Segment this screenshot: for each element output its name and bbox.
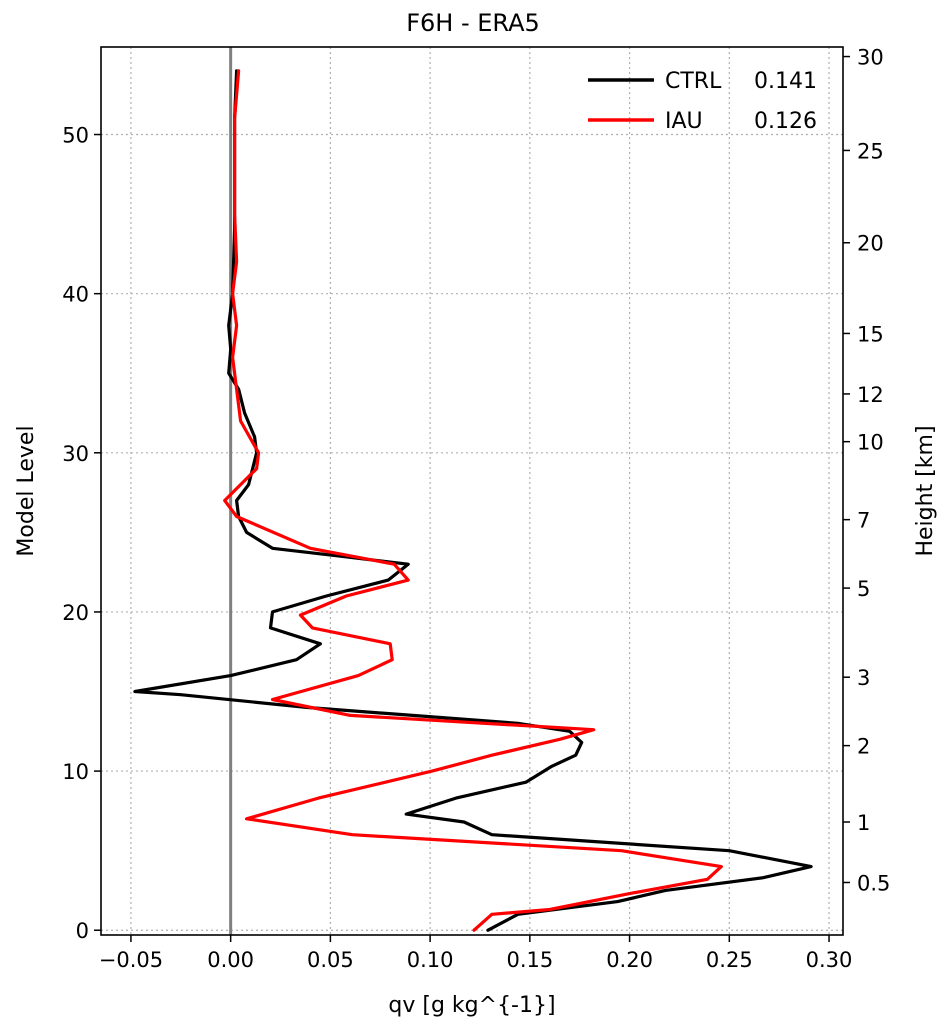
y-axis: 0 10 20 30 40 50 (62, 124, 101, 943)
y2-tick-label: 25 (857, 139, 884, 163)
y2-tick-label: 1 (857, 811, 870, 835)
y-tick-label: 30 (62, 442, 89, 466)
y-tick-label: 20 (62, 601, 89, 625)
legend-score-ctrl: 0.141 (754, 69, 817, 94)
x-tick-label: 0.05 (307, 948, 354, 972)
x-tick-label: −0.05 (99, 948, 163, 972)
x-axis-label: qv [g kg^{-1}] (388, 993, 555, 1018)
x-tick-label: 0.15 (506, 948, 553, 972)
y2-tick-label: 12 (857, 383, 884, 407)
x-tick-label: 0.00 (207, 948, 254, 972)
legend-label-ctrl: CTRL (665, 69, 722, 94)
y-tick-label: 50 (62, 124, 89, 148)
series-line-iau (223, 69, 723, 932)
plot-frame (100, 46, 844, 936)
y2-tick-label: 7 (857, 509, 870, 533)
y-tick-label: 0 (76, 919, 89, 943)
y2-tick-label: 10 (857, 431, 884, 455)
gridlines (101, 47, 843, 935)
legend-score-iau: 0.126 (754, 109, 817, 134)
y2-tick-label: 15 (857, 322, 884, 346)
legend: CTRL 0.141 IAU 0.126 (588, 69, 817, 134)
x-tick-label: 0.30 (806, 948, 853, 972)
x-tick-label: 0.10 (407, 948, 454, 972)
x-tick-label: 0.20 (606, 948, 653, 972)
y2-tick-label: 30 (857, 46, 884, 70)
y2-axis-label: Height [km] (913, 425, 938, 556)
legend-label-iau: IAU (665, 109, 703, 134)
y2-tick-label: 2 (857, 735, 870, 759)
y-tick-label: 10 (62, 760, 89, 784)
y-axis-label: Model Level (14, 425, 39, 556)
x-axis: −0.05 0.00 0.05 0.10 0.15 0.20 0.25 0.30 (99, 935, 853, 972)
y2-tick-label: 5 (857, 577, 870, 601)
y2-tick-label: 0.5 (857, 871, 890, 895)
x-tick-label: 0.25 (706, 948, 753, 972)
series-line-ctrl (133, 69, 813, 932)
y2-tick-label: 3 (857, 666, 870, 690)
y-tick-label: 40 (62, 283, 89, 307)
y2-tick-label: 20 (857, 232, 884, 256)
series-group (133, 69, 813, 932)
chart-title: F6H - ERA5 (406, 9, 540, 37)
